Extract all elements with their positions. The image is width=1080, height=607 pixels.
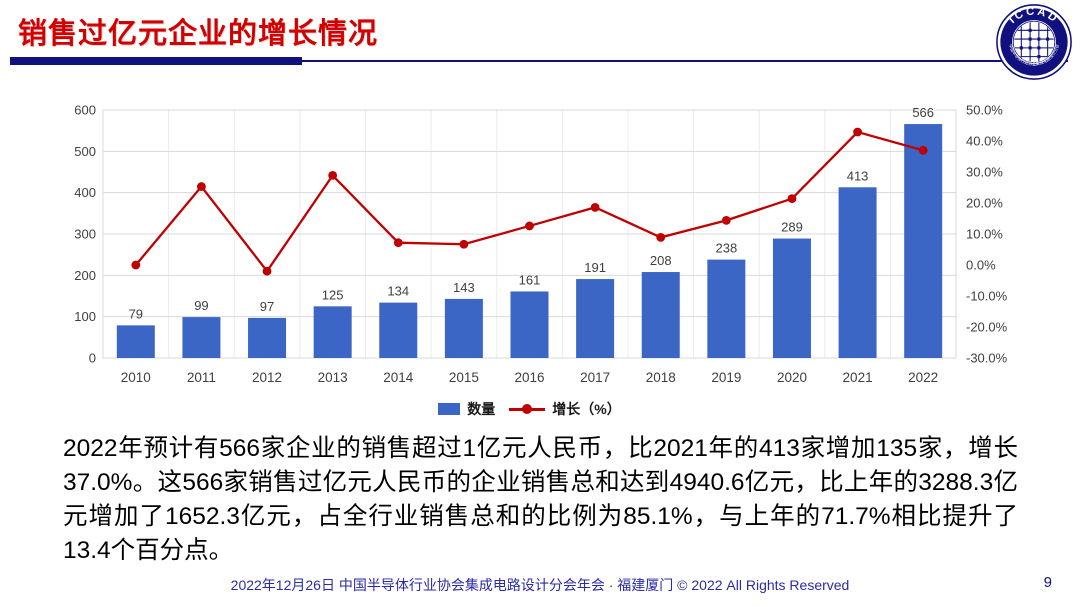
- svg-text:125: 125: [322, 287, 344, 302]
- svg-text:2018: 2018: [646, 370, 676, 385]
- bar-2016: [510, 291, 549, 358]
- svg-text:79: 79: [129, 306, 143, 321]
- svg-text:600: 600: [74, 103, 96, 118]
- bar-2017: [576, 279, 615, 358]
- title-divider-thin: [302, 60, 1068, 62]
- footer-text: 2022年12月26日 中国半导体行业协会集成电路设计分会年会 · 福建厦门 ©…: [230, 577, 850, 593]
- svg-text:400: 400: [74, 185, 96, 200]
- svg-text:40.0%: 40.0%: [966, 134, 1003, 149]
- point-2015: [459, 239, 469, 249]
- svg-text:289: 289: [781, 220, 803, 235]
- iccad-logo: ICCAD 中国半导体行业协会集成电路设计分会: [996, 4, 1072, 80]
- point-2022: [918, 145, 928, 155]
- line-series: [131, 127, 928, 276]
- bar-2012: [248, 317, 287, 358]
- point-2013: [328, 171, 338, 180]
- bar-series: [116, 124, 943, 358]
- chart-axis-labels: 0 100 200 300 400 500 600 -30.0% -20.0% -10.0% 0.0…: [74, 103, 1007, 386]
- svg-text:566: 566: [912, 105, 934, 120]
- svg-text:2016: 2016: [514, 370, 544, 385]
- svg-text:97: 97: [260, 299, 274, 314]
- bar-2015: [444, 298, 483, 358]
- svg-text:208: 208: [650, 253, 672, 268]
- svg-text:2014: 2014: [383, 370, 414, 385]
- svg-text:191: 191: [584, 260, 606, 275]
- bar-2013: [313, 306, 352, 358]
- svg-text:2012: 2012: [252, 370, 282, 385]
- svg-text:143: 143: [453, 280, 475, 295]
- bar-2010: [116, 325, 155, 358]
- bar-2020: [772, 238, 811, 358]
- bar-value-labels: 79 99 97 125 134 143 161 191 208 238 289 413 566: [129, 105, 934, 321]
- logo-circuit-grid: [1014, 22, 1054, 62]
- svg-text:2010: 2010: [121, 370, 151, 385]
- svg-text:99: 99: [194, 298, 208, 313]
- chart-legend: 数量 增长（%）: [103, 399, 956, 419]
- point-2012: [262, 266, 272, 276]
- bar-2022: [904, 124, 943, 358]
- svg-text:2019: 2019: [711, 370, 741, 385]
- svg-text:30.0%: 30.0%: [966, 165, 1003, 180]
- point-2016: [525, 221, 534, 231]
- growth-chart: 0 100 200 300 400 500 600 -30.0% -20.0% -10.0% 0.0…: [0, 95, 1080, 395]
- svg-text:20.0%: 20.0%: [966, 196, 1003, 211]
- svg-text:2022: 2022: [908, 370, 938, 385]
- line-series-swatch: [509, 404, 546, 414]
- logo-inner-disc: [1012, 20, 1056, 64]
- svg-text:200: 200: [74, 268, 96, 283]
- svg-text:2020: 2020: [777, 370, 807, 385]
- legend-item-quantity: 数量: [438, 399, 495, 419]
- svg-text:500: 500: [74, 144, 96, 159]
- bar-2018: [641, 272, 680, 358]
- bar-series-swatch: [438, 403, 461, 415]
- svg-text:2017: 2017: [580, 370, 610, 385]
- svg-text:10.0%: 10.0%: [966, 227, 1003, 242]
- bar-2019: [707, 259, 746, 358]
- bar-2014: [379, 302, 418, 358]
- svg-text:-20.0%: -20.0%: [966, 320, 1008, 335]
- svg-text:2013: 2013: [318, 370, 348, 385]
- svg-text:2011: 2011: [187, 370, 216, 385]
- svg-text:0: 0: [89, 351, 96, 366]
- svg-text:100: 100: [74, 309, 96, 324]
- svg-text:-30.0%: -30.0%: [966, 351, 1008, 366]
- svg-text:0.0%: 0.0%: [966, 258, 996, 273]
- point-2017: [590, 202, 600, 212]
- bar-2011: [182, 317, 221, 358]
- svg-text:161: 161: [519, 272, 541, 287]
- summary-paragraph: 2022年预计有566家企业的销售超过1亿元人民币，比2021年的413家增加1…: [63, 435, 1018, 564]
- title-divider-thick: [10, 57, 302, 65]
- page-title: 销售过亿元企业的增长情况: [18, 18, 379, 50]
- svg-text:238: 238: [715, 241, 737, 256]
- svg-text:2021: 2021: [843, 370, 873, 385]
- svg-text:50.0%: 50.0%: [966, 103, 1003, 118]
- svg-text:413: 413: [847, 168, 869, 183]
- chart-gridlines: [102, 109, 957, 359]
- svg-text:2015: 2015: [449, 370, 479, 385]
- bar-2021: [838, 187, 877, 358]
- legend-label-growth: 增长（%）: [552, 401, 621, 417]
- svg-text:134: 134: [387, 284, 409, 299]
- point-2014: [393, 238, 403, 248]
- point-2011: [197, 182, 206, 191]
- point-2018: [656, 233, 666, 242]
- svg-text:-10.0%: -10.0%: [966, 289, 1008, 304]
- point-2010: [131, 260, 141, 270]
- legend-label-quantity: 数量: [467, 401, 496, 417]
- point-2021: [853, 127, 862, 137]
- point-2020: [787, 194, 797, 204]
- svg-text:300: 300: [74, 227, 96, 242]
- point-2019: [721, 215, 731, 225]
- legend-item-growth: 增长（%）: [509, 399, 621, 419]
- page-number: 9: [1043, 574, 1052, 591]
